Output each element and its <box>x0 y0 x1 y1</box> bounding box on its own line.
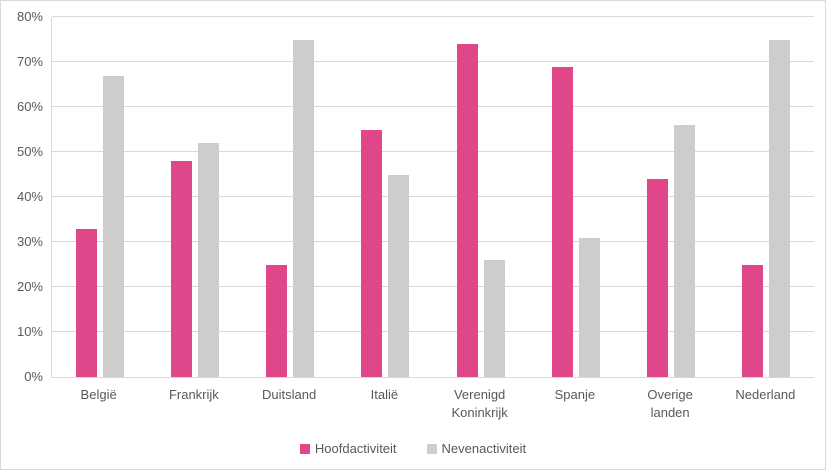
gridline <box>52 106 814 107</box>
legend-label: Nevenactiviteit <box>441 441 527 456</box>
x-category-label: Verenigd Koninkrijk <box>451 387 508 420</box>
x-category-label: Nederland <box>735 387 796 402</box>
bar-hoofdactiviteit <box>742 264 764 377</box>
bars-layer <box>52 17 814 377</box>
bar-nevenactiviteit <box>388 174 410 377</box>
bar-nevenactiviteit <box>483 260 505 377</box>
plot-area <box>51 16 814 378</box>
bar-group <box>433 17 528 377</box>
bar-group <box>624 17 719 377</box>
bar-group <box>528 17 623 377</box>
legend-swatch-icon <box>426 443 437 454</box>
bar-group <box>147 17 242 377</box>
gridline <box>52 196 814 197</box>
y-tick-label: 60% <box>16 99 43 114</box>
y-tick-label: 20% <box>16 279 43 294</box>
bar-hoofdactiviteit <box>75 228 97 377</box>
x-category-label: Overige landen <box>647 387 693 420</box>
x-category-label: Frankrijk <box>168 387 219 402</box>
legend-swatch-icon <box>299 443 310 454</box>
bar-hoofdactiviteit <box>551 66 573 377</box>
bar-nevenactiviteit <box>769 39 791 377</box>
legend-item: Hoofdactiviteit <box>299 441 397 456</box>
gridline <box>52 331 814 332</box>
y-tick-label: 80% <box>16 9 43 24</box>
x-category-label: Spanje <box>554 387 596 402</box>
gridline <box>52 16 814 17</box>
y-axis: 0% 10% 20% 30% 40% 50% 60% 70% 80% <box>1 9 43 384</box>
x-category-label: Italië <box>370 387 399 402</box>
bar-nevenactiviteit <box>578 237 600 377</box>
x-category-label: Duitsland <box>262 387 317 402</box>
bar-group <box>719 17 814 377</box>
bar-group <box>338 17 433 377</box>
bar-group <box>243 17 338 377</box>
bar-hoofdactiviteit <box>456 44 478 377</box>
gridline <box>52 241 814 242</box>
y-tick-label: 10% <box>16 324 43 339</box>
bar-nevenactiviteit <box>197 143 219 377</box>
x-axis: België Frankrijk Duitsland Italië Verenigd K… <box>51 386 813 422</box>
gridline <box>52 151 814 152</box>
bar-group <box>52 17 147 377</box>
bar-nevenactiviteit <box>674 125 696 377</box>
y-tick-label: 70% <box>16 54 43 69</box>
legend-item: Nevenactiviteit <box>426 441 527 456</box>
y-tick-label: 30% <box>16 234 43 249</box>
bar-hoofdactiviteit <box>170 161 192 377</box>
bar-nevenactiviteit <box>293 39 315 377</box>
bar-hoofdactiviteit <box>266 264 288 377</box>
legend: Hoofdactiviteit Nevenactiviteit <box>1 441 825 456</box>
gridlines <box>52 16 814 377</box>
y-tick-label: 40% <box>16 189 43 204</box>
gridline <box>52 286 814 287</box>
y-tick-label: 0% <box>24 369 43 384</box>
bar-hoofdactiviteit <box>361 129 383 377</box>
gridline <box>52 61 814 62</box>
x-category-label: België <box>80 387 117 402</box>
legend-label: Hoofdactiviteit <box>314 441 397 456</box>
bar-nevenactiviteit <box>102 75 124 377</box>
y-tick-label: 50% <box>16 144 43 159</box>
bar-hoofdactiviteit <box>647 179 669 377</box>
